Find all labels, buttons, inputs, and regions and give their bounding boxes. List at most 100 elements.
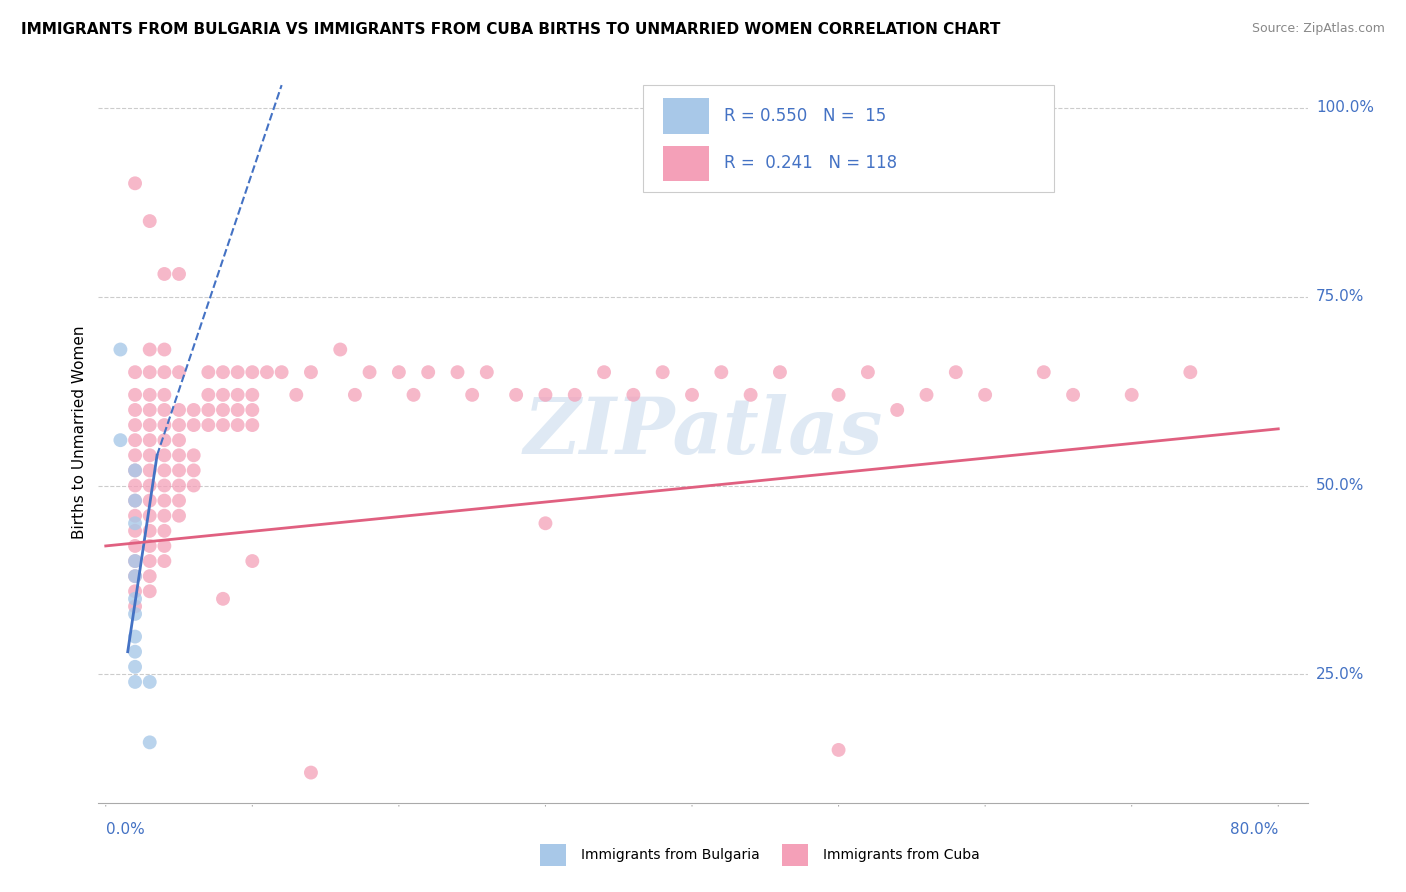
Point: [124, 554, 146, 568]
Point: [153, 508, 176, 523]
Point: [124, 433, 146, 447]
Point: [402, 388, 425, 402]
Point: [974, 388, 997, 402]
Point: [446, 365, 468, 379]
Point: [138, 569, 160, 583]
Point: [138, 735, 160, 749]
FancyBboxPatch shape: [664, 98, 709, 134]
Point: [138, 418, 160, 433]
Point: [124, 674, 146, 689]
Point: [226, 418, 249, 433]
Point: [461, 388, 484, 402]
Point: [153, 539, 176, 553]
Point: [153, 403, 176, 417]
Point: [138, 403, 160, 417]
Point: [153, 493, 176, 508]
Point: [138, 343, 160, 357]
Point: [681, 388, 703, 402]
FancyBboxPatch shape: [540, 844, 567, 866]
Text: ZIPatlas: ZIPatlas: [523, 394, 883, 471]
Point: [240, 418, 263, 433]
Point: [212, 418, 235, 433]
Point: [167, 463, 190, 477]
Point: [197, 418, 219, 433]
Point: [256, 365, 278, 379]
Point: [110, 343, 132, 357]
Point: [138, 674, 160, 689]
Point: [593, 365, 616, 379]
Point: [153, 554, 176, 568]
Text: IMMIGRANTS FROM BULGARIA VS IMMIGRANTS FROM CUBA BIRTHS TO UNMARRIED WOMEN CORRE: IMMIGRANTS FROM BULGARIA VS IMMIGRANTS F…: [21, 22, 1001, 37]
Point: [183, 418, 205, 433]
Point: [138, 388, 160, 402]
Point: [124, 418, 146, 433]
Point: [212, 388, 235, 402]
Point: [226, 365, 249, 379]
Point: [183, 463, 205, 477]
Point: [418, 365, 440, 379]
Point: [153, 267, 176, 281]
Point: [124, 478, 146, 492]
Point: [167, 433, 190, 447]
Text: Immigrants from Bulgaria: Immigrants from Bulgaria: [581, 847, 759, 862]
Point: [240, 403, 263, 417]
Point: [124, 508, 146, 523]
Point: [138, 448, 160, 462]
Point: [124, 524, 146, 538]
Text: Source: ZipAtlas.com: Source: ZipAtlas.com: [1251, 22, 1385, 36]
Point: [138, 493, 160, 508]
Point: [124, 584, 146, 599]
Point: [167, 418, 190, 433]
Point: [124, 463, 146, 477]
Point: [505, 388, 527, 402]
Text: 75.0%: 75.0%: [1316, 289, 1364, 304]
Point: [183, 403, 205, 417]
Point: [240, 554, 263, 568]
Point: [183, 448, 205, 462]
Point: [124, 448, 146, 462]
Text: R =  0.241   N = 118: R = 0.241 N = 118: [724, 154, 897, 172]
Point: [212, 591, 235, 606]
Point: [1180, 365, 1202, 379]
Point: [183, 478, 205, 492]
Point: [475, 365, 498, 379]
Point: [240, 388, 263, 402]
Point: [153, 418, 176, 433]
Point: [343, 388, 366, 402]
Text: 80.0%: 80.0%: [1230, 822, 1278, 837]
FancyBboxPatch shape: [664, 145, 709, 181]
FancyBboxPatch shape: [643, 85, 1053, 192]
Point: [915, 388, 938, 402]
Point: [138, 365, 160, 379]
Point: [124, 516, 146, 531]
Text: R = 0.550   N =  15: R = 0.550 N = 15: [724, 107, 886, 125]
Point: [153, 388, 176, 402]
Text: Immigrants from Cuba: Immigrants from Cuba: [823, 847, 980, 862]
Point: [856, 365, 879, 379]
Point: [388, 365, 411, 379]
FancyBboxPatch shape: [782, 844, 808, 866]
Point: [153, 524, 176, 538]
Point: [197, 388, 219, 402]
Point: [124, 599, 146, 614]
Point: [124, 493, 146, 508]
Point: [740, 388, 762, 402]
Point: [651, 365, 673, 379]
Point: [153, 365, 176, 379]
Point: [167, 448, 190, 462]
Text: 25.0%: 25.0%: [1316, 667, 1364, 681]
Point: [124, 645, 146, 659]
Point: [138, 584, 160, 599]
Point: [153, 463, 176, 477]
Point: [564, 388, 586, 402]
Y-axis label: Births to Unmarried Women: Births to Unmarried Women: [72, 326, 87, 540]
Text: 100.0%: 100.0%: [1316, 100, 1374, 115]
Point: [124, 569, 146, 583]
Point: [167, 508, 190, 523]
Point: [124, 365, 146, 379]
Text: 50.0%: 50.0%: [1316, 478, 1364, 493]
Point: [138, 554, 160, 568]
Point: [124, 388, 146, 402]
Point: [138, 214, 160, 228]
Point: [138, 524, 160, 538]
